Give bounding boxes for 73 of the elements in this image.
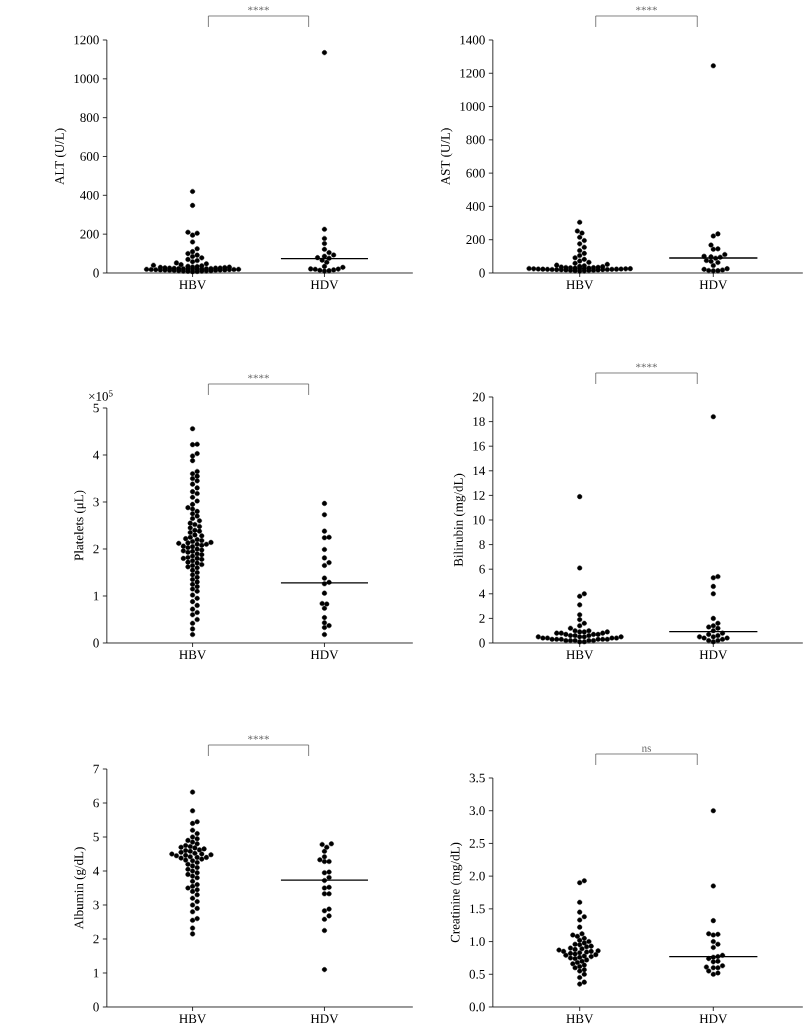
y-tick-label: 600 xyxy=(466,168,485,178)
y-tick-label: 4 xyxy=(479,589,486,599)
y-tick-label: 3 xyxy=(93,900,99,910)
y-tick-label: 6 xyxy=(479,564,485,574)
y-tick-label: 1000 xyxy=(460,102,485,111)
y-tick-label: 7 xyxy=(93,764,100,774)
y-tick-label: 20 xyxy=(472,392,485,402)
y-tick-label: 2.0 xyxy=(469,871,485,881)
y-tick-label: 3 xyxy=(93,497,99,507)
y-tick-label: 3.0 xyxy=(469,806,485,816)
y-tick-label: 800 xyxy=(466,135,485,145)
x-tick-label: HBV xyxy=(179,650,207,660)
text: ns xyxy=(641,746,652,752)
y-tick-label: 0 xyxy=(93,1002,99,1012)
y-tick-label: 12 xyxy=(473,491,485,500)
text: **** xyxy=(248,6,270,11)
y-tick-label: 0 xyxy=(479,638,485,648)
x-tick-label: HDV xyxy=(310,650,339,660)
y-tick-label: 1400 xyxy=(460,35,485,45)
y-tick-label: 1200 xyxy=(74,35,99,45)
y-axis-title: Creatinine (mg/dL) xyxy=(450,842,463,943)
y-tick-label: 10 xyxy=(473,515,485,525)
y-tick-label: 200 xyxy=(466,235,485,245)
y-tick-label: 5 xyxy=(93,832,99,842)
y-tick-label: 2.5 xyxy=(469,839,485,848)
y-tick-label: 400 xyxy=(80,190,99,200)
x-tick-label: HBV xyxy=(566,1014,594,1024)
y-tick-label: 800 xyxy=(80,113,99,123)
y-axis-title: Platelets (μL) xyxy=(74,490,87,561)
y-tick-label: 0.0 xyxy=(469,1002,485,1012)
y-tick-label: 2 xyxy=(93,934,99,944)
y-axis-title: AST (U/L) xyxy=(440,128,453,186)
y-tick-label: 4 xyxy=(93,866,100,876)
y-tick-label: 0 xyxy=(93,638,99,648)
text: ×10$^{5}$ xyxy=(89,390,113,401)
y-tick-label: 4 xyxy=(93,450,100,460)
y-tick-label: 1000 xyxy=(74,74,99,84)
y-axis-title: ALT (U/L) xyxy=(54,128,67,185)
y-tick-label: 16 xyxy=(473,441,485,451)
x-tick-label: HBV xyxy=(566,650,594,660)
text: **** xyxy=(636,363,658,368)
text: **** xyxy=(248,374,270,379)
x-tick-label: HDV xyxy=(699,650,728,660)
x-tick-label: HDV xyxy=(310,1014,339,1024)
y-tick-label: 8 xyxy=(479,540,485,549)
x-tick-label: HDV xyxy=(699,1014,728,1024)
y-tick-label: 0.5 xyxy=(469,969,485,979)
text: **** xyxy=(636,6,658,11)
y-axis-title: Albumin (g/dL) xyxy=(74,847,87,930)
y-tick-label: 1 xyxy=(94,591,99,601)
x-tick-label: HBV xyxy=(179,280,207,290)
y-tick-label: 600 xyxy=(80,152,99,161)
y-tick-label: 0 xyxy=(479,268,485,278)
y-axis-title: Bilirubin (mg/dL) xyxy=(453,473,466,567)
y-tick-label: 0 xyxy=(93,268,99,278)
y-tick-label: 1.0 xyxy=(470,937,485,946)
y-tick-label: 1200 xyxy=(460,68,485,78)
y-tick-label: 400 xyxy=(466,202,485,211)
y-tick-label: 200 xyxy=(80,229,99,239)
y-tick-label: 3.5 xyxy=(469,773,485,783)
y-tick-label: 5 xyxy=(93,403,99,413)
y-tick-label: 18 xyxy=(473,417,485,426)
text: **** xyxy=(248,735,270,740)
y-tick-label: 1 xyxy=(94,968,99,978)
y-tick-label: 2 xyxy=(479,614,485,623)
x-tick-label: HBV xyxy=(566,280,594,290)
y-tick-label: 1.5 xyxy=(470,904,485,914)
y-tick-label: 14 xyxy=(473,466,486,476)
x-tick-label: HDV xyxy=(699,280,728,290)
y-tick-label: 6 xyxy=(93,798,99,808)
x-tick-label: HDV xyxy=(310,280,339,290)
x-tick-label: HBV xyxy=(179,1014,207,1024)
y-tick-label: 2 xyxy=(93,544,99,554)
